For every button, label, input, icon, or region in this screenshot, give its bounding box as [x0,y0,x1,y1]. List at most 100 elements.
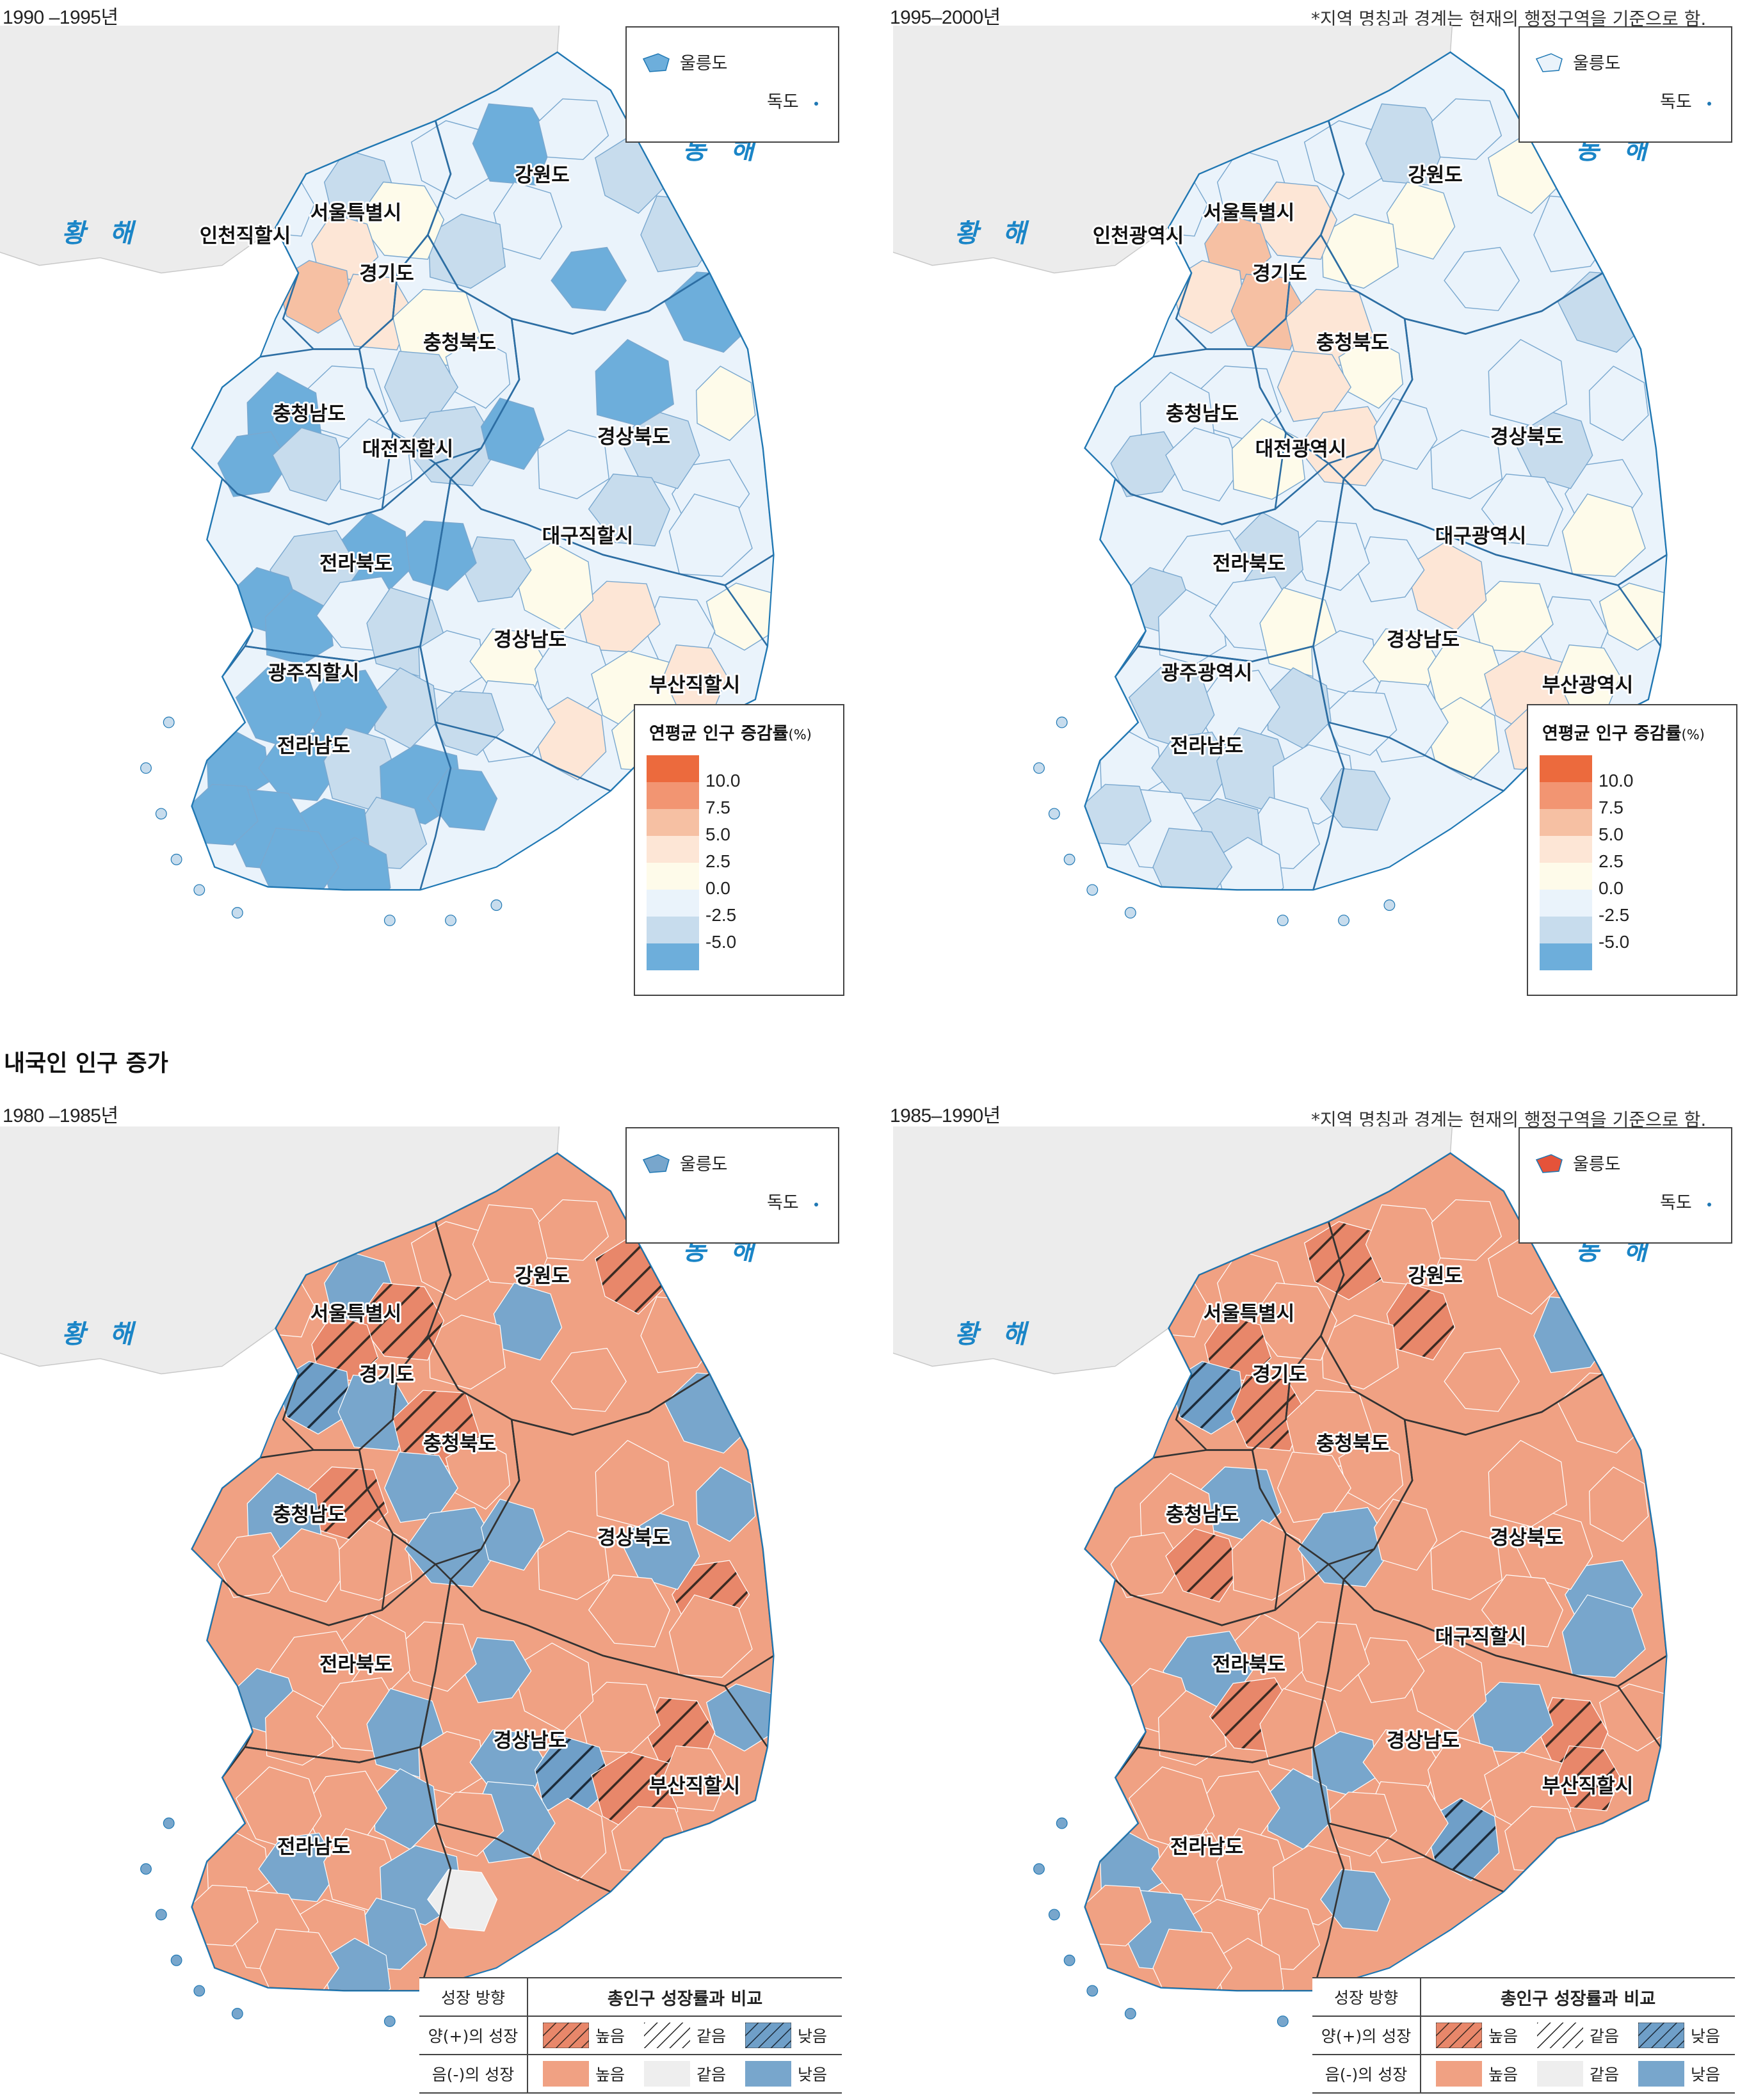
district-region [640,195,721,273]
legend-title: 연평균 인구 증감률(%) [649,724,812,744]
district-region [1338,337,1404,409]
legend-tick: -5.0 [1599,932,1630,952]
district-region [640,1296,721,1374]
legend-row-positive: 양(+)의 성장 [1312,2016,1421,2055]
district-region [259,1928,340,1991]
district-region [1232,418,1306,500]
district-region [1430,1530,1502,1600]
map-period-title: 1980 –1985년 [3,1105,118,1126]
district-region [1297,1507,1392,1587]
region-label-gyeongnam: 경상남도 [1387,1729,1460,1752]
legend-tick: 0.0 [705,878,730,898]
region-label-seoul: 서울특별시 [310,1302,402,1326]
district-region [1430,429,1503,499]
district-region [1320,1869,1391,1932]
district-region [1533,1296,1614,1374]
district-region [1556,1745,1621,1811]
district-region [668,493,753,577]
region-label-busan: 부산광역시 [1542,674,1634,697]
region-label-jeonbuk: 전라북도 [1212,1653,1285,1676]
district-region [1151,732,1234,801]
region-label-jeonnam: 전라남도 [1170,1836,1243,1859]
district-region [1561,1594,1646,1678]
legend-tick: 10.0 [1599,771,1634,790]
district-region [272,427,348,502]
small-island [1277,915,1289,926]
district-region [588,473,671,547]
district-region [217,431,290,497]
district-region [1319,767,1391,831]
small-island [231,2008,243,2020]
region-label-gangwon: 강원도 [515,164,570,187]
district-region [217,1532,290,1598]
district-region [427,1869,498,1932]
district-region [480,397,545,470]
region-label-daejeon: 대전직할시 [362,438,454,461]
dokdo-label: 독도 [767,1193,799,1213]
legend-row-positive: 양(+)의 성장 [419,2016,528,2055]
legend-tick: 5.0 [705,824,730,844]
legend-tick: 5.0 [1599,824,1623,844]
solid-high-swatch [1435,2061,1482,2087]
yellow-sea-label: 황 해 [955,219,1034,248]
legend-title: 연평균 인구 증감률(%) [1542,724,1705,744]
region-label-gyeonggi: 경기도 [359,262,414,285]
district-region [1110,431,1183,497]
district-region [1249,1282,1337,1361]
legend-low-label: 낮음 [1690,2027,1720,2046]
legend-high-label: 높음 [1488,2065,1518,2084]
dokdo-island-shape [1707,1203,1711,1206]
legend-swatch [647,755,699,782]
legend-row-negative: 음(-)의 성장 [1312,2054,1421,2094]
rate-legend: 연평균 인구 증감률(%) 10.0 7.5 5.0 2.5 0.0 -2.5 … [634,704,844,996]
district-region [1481,1575,1563,1647]
small-island [155,1909,167,1921]
district-region [1249,181,1338,260]
region-label-chungnam: 충청남도 [1166,1503,1239,1527]
district-region [1084,1884,1152,1946]
district-region [258,1832,341,1902]
district-region [619,1510,700,1590]
region-label-gyeongbuk: 경상북도 [597,1527,670,1550]
legend-same-label: 같음 [1589,2027,1619,2046]
district-region [1386,1282,1456,1361]
small-island [383,2016,396,2027]
district-region [1230,273,1307,351]
dokdo-label: 독도 [767,92,799,112]
district-region [1151,1832,1234,1902]
district-region [1373,1498,1438,1571]
map-period-title: 1995–2000년 [890,7,1001,28]
region-label-gangwon: 강원도 [1408,1265,1463,1288]
district-region [1444,246,1520,312]
region-label-busan: 부산직할시 [649,674,741,697]
region-label-jeonbuk: 전라북도 [319,552,392,575]
district-region [551,1347,627,1412]
district-region [445,1438,510,1510]
district-region [191,1884,259,1946]
legend-same-label: 같음 [696,2065,726,2084]
legend-low-label: 낮음 [797,2027,827,2046]
legend-swatch [1540,890,1592,917]
district-region [356,1282,444,1361]
legend-tick: 0.0 [1599,878,1623,898]
legend-tick: 2.5 [705,851,730,871]
coastline [1084,51,1668,891]
district-region [191,783,259,846]
district-region [1512,409,1593,490]
legend-high-label: 높음 [595,2065,625,2084]
district-region [1232,1519,1305,1601]
region-label-gyeongnam: 경상남도 [494,1729,567,1752]
region-label-busan: 부산직할시 [1542,1775,1634,1798]
small-island [170,853,182,865]
small-island [140,762,152,774]
ulleung-label: 울릉도 [680,1155,728,1174]
district-region [538,1199,609,1261]
region-label-jeonnam: 전라남도 [277,1836,350,1859]
rate-legend: 연평균 인구 증감률(%) 10.0 7.5 5.0 2.5 0.0 -2.5 … [1527,704,1737,996]
district-region [1365,1204,1447,1286]
dokdo-island-shape [1707,102,1711,106]
growth-legend: 성장 방향 총인구 성장률과 비교 양(+)의 성장 높음 같음 낮음 음(-)… [1312,1977,1735,2094]
region-label-jeonbuk: 전라북도 [319,1653,392,1676]
district-region [259,828,340,890]
region-label-chungbuk: 충청북도 [1316,1432,1389,1455]
